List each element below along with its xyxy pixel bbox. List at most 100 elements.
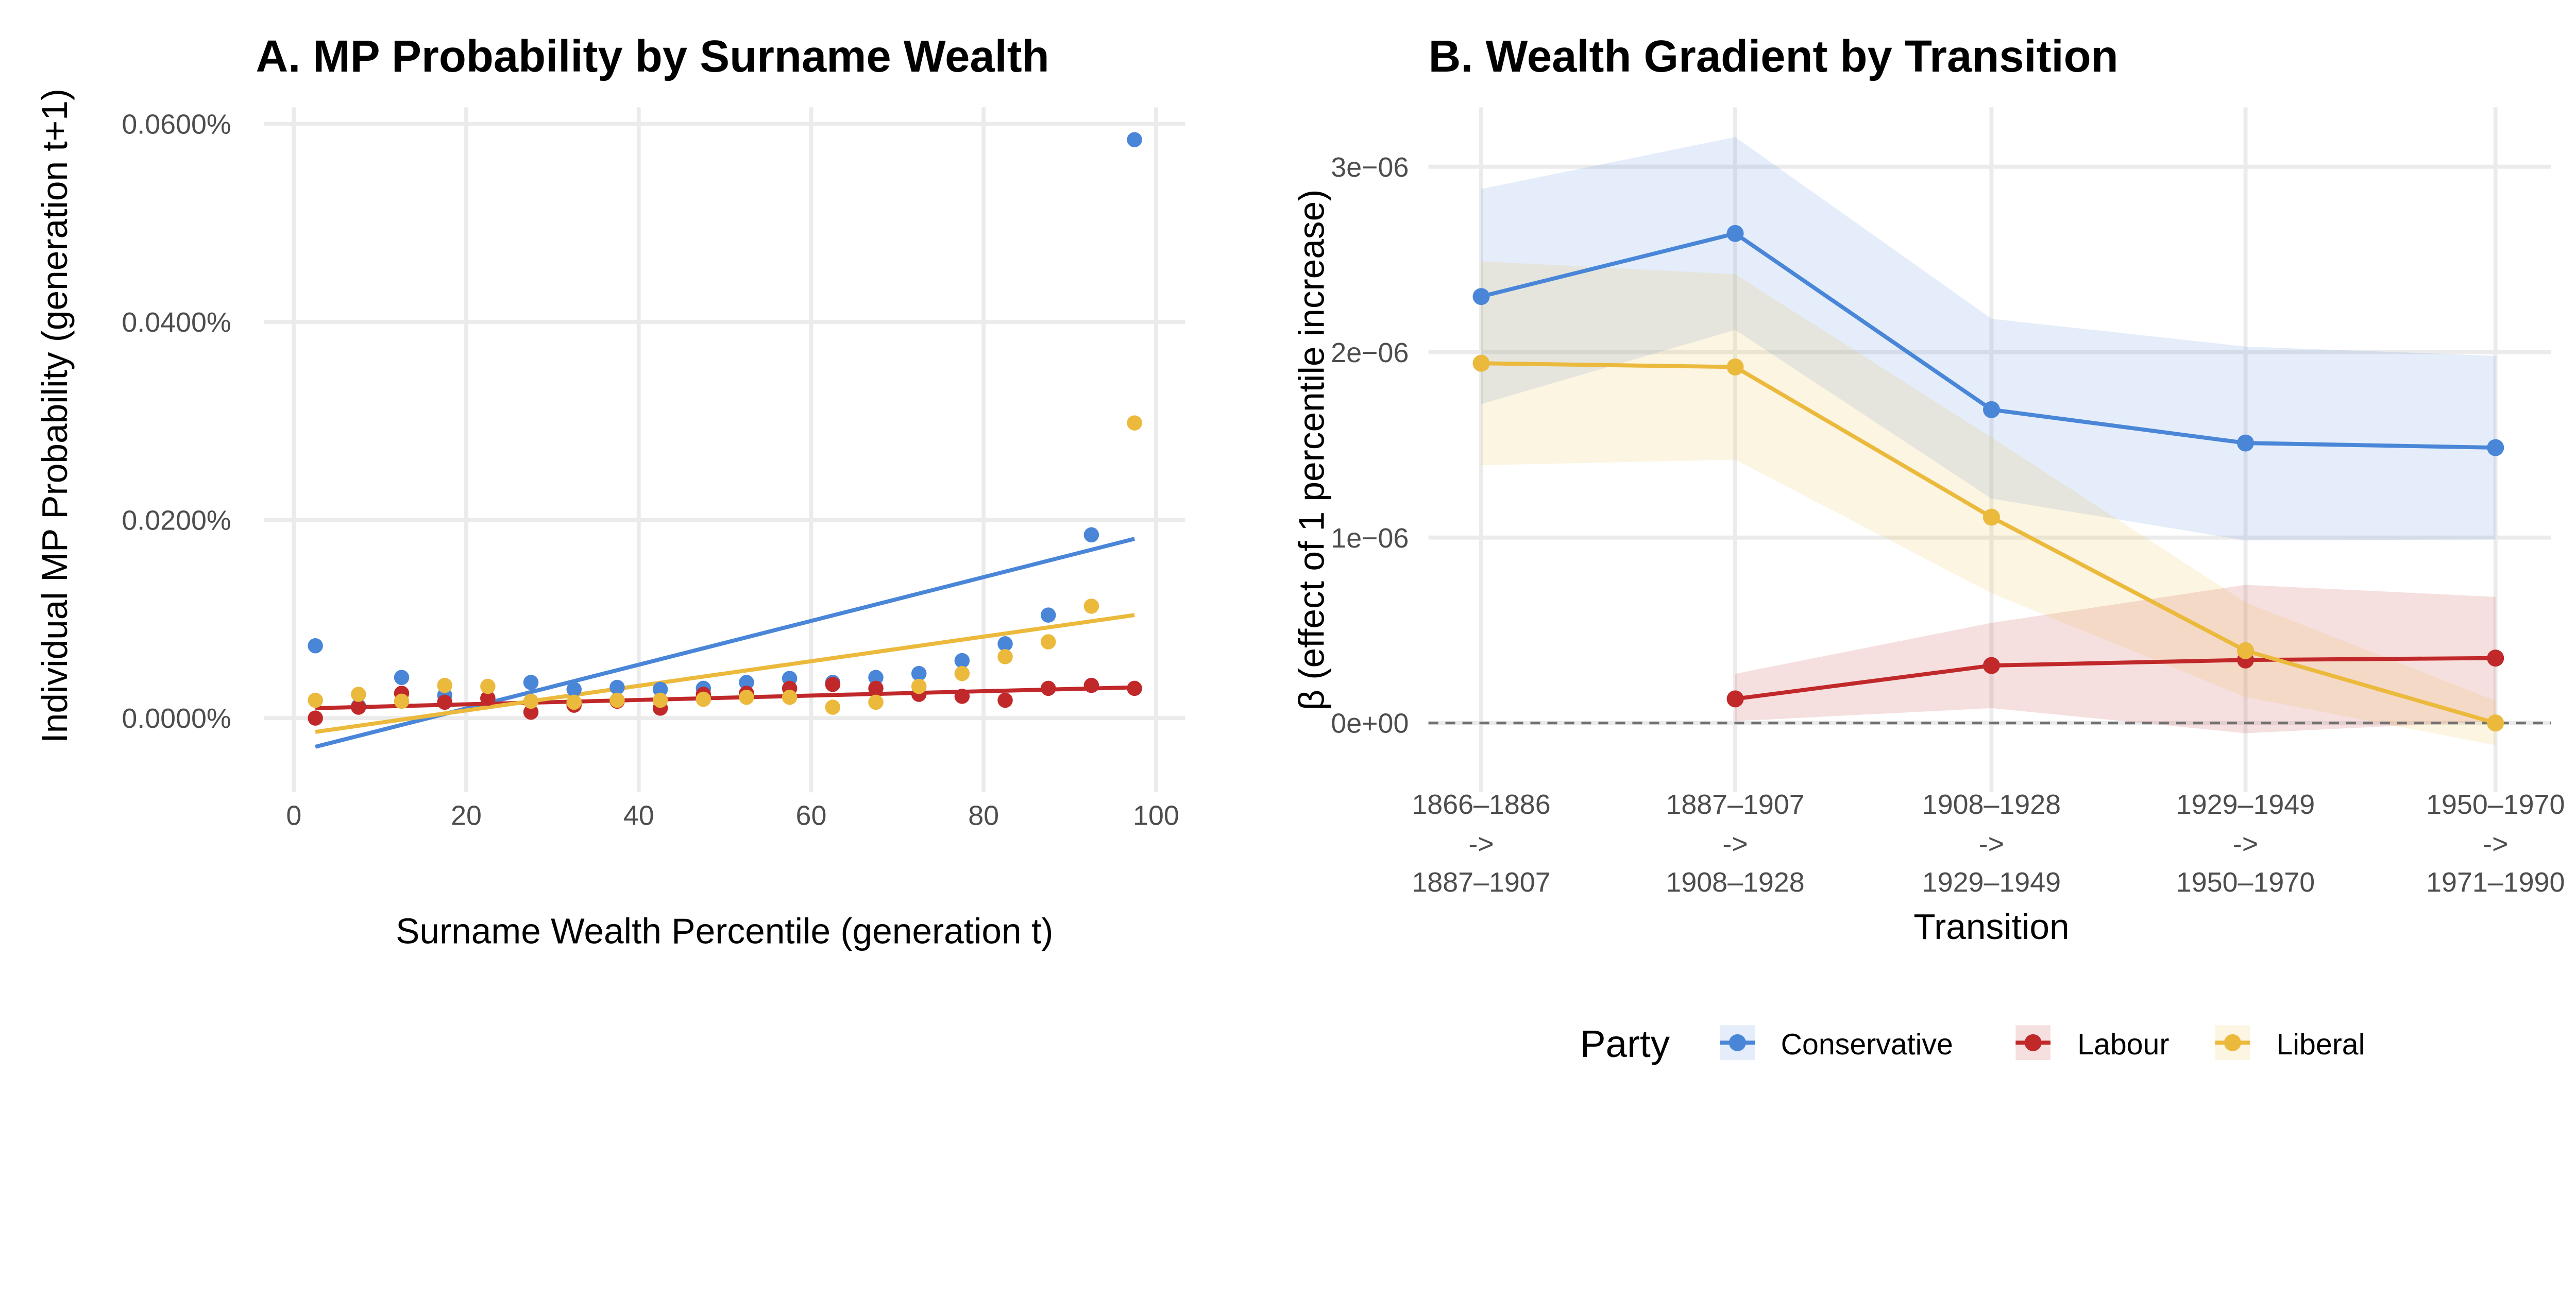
point-liberal [825,699,841,715]
point-liberal [351,687,366,702]
point-labour [480,690,496,706]
point-conservative [868,670,884,686]
x-tick-label-line: 1971–1990 [2426,867,2565,898]
point-conservative [566,681,582,697]
point-labour [437,694,452,710]
x-tick-label-line: 1908–1928 [1666,867,1804,898]
x-tick-label: 1929–1949 -> 1950–1970 [2176,789,2315,898]
panel-b-x-axis-title: Transition [1913,907,2069,947]
y-tick-label: 1e−06 [1331,523,1409,554]
y-tick-label: 0.0600% [122,109,231,140]
x-tick-label: 80 [968,800,999,831]
line-labour [1735,656,2496,701]
point-conservative [1472,288,1490,305]
point-liberal [782,689,798,705]
x-tick-label-line: 1929–1949 [1922,867,2061,898]
x-tick-label-line: 1908–1928 [1922,789,2061,820]
point-labour [1040,680,1056,696]
point-liberal [523,693,539,709]
point-conservative [954,653,970,669]
x-tick-label-line: 1950–1970 [2176,867,2315,898]
legend-key-point [2024,1034,2042,1051]
point-liberal [652,692,668,708]
point-labour [1982,657,2000,674]
point-liberal [1083,599,1099,614]
point-liberal [437,677,452,693]
legend-key-point [2224,1034,2241,1051]
legend-key-point [1728,1034,1746,1051]
y-tick-label: 2e−06 [1331,337,1409,368]
panel-b-title: B. Wealth Gradient by Transition [1429,31,2119,81]
point-labour [997,692,1013,708]
x-tick-label-line: 1887–1907 [1412,867,1550,898]
x-tick-label-line: -> [1979,828,2004,859]
point-liberal [2487,714,2504,732]
y-tick-label: 0.0000% [122,703,231,734]
figure: A. MP Probability by Surname Wealth Indi… [35,31,2565,1065]
ribbon-liberal [1481,261,2496,745]
point-labour [351,699,366,715]
point-labour [308,710,323,726]
point-labour [954,689,970,704]
x-tick-label-line: 1950–1970 [2426,789,2565,820]
point-liberal [1127,415,1142,431]
point-liberal [1726,358,1744,375]
y-tick-label: 0e+00 [1331,708,1409,739]
x-tick-label-line: -> [1722,828,1748,859]
point-liberal [868,694,884,710]
legend-title: Party [1580,1022,1670,1065]
x-tick-label: 1887–1907 -> 1908–1928 [1666,789,1804,898]
point-liberal [1472,354,1490,372]
point-liberal [394,693,410,709]
point-labour [868,680,884,696]
point-liberal [739,689,754,705]
point-labour [523,704,539,720]
point-conservative [1083,527,1099,543]
point-liberal [566,694,582,710]
legend-item-liberal: Liberal [2215,1025,2365,1061]
x-tick-label-line: 1887–1907 [1666,789,1804,820]
y-tick-label: 0.0200% [122,505,231,536]
point-liberal [2237,642,2254,659]
x-tick-label-line: 1929–1949 [2176,789,2315,820]
y-tick-label: 3e−06 [1331,152,1409,183]
panel-a-title: A. MP Probability by Surname Wealth [256,31,1049,81]
x-tick-label-line: -> [2233,828,2258,859]
x-tick-label: 20 [451,800,482,831]
panel-a-x-axis-title: Surname Wealth Percentile (generation t) [396,911,1053,951]
point-liberal [480,678,496,694]
point-liberal [954,665,970,681]
point-conservative [1127,132,1142,147]
point-conservative [2237,434,2254,452]
point-conservative [1040,607,1056,623]
point-conservative [997,636,1013,652]
point-labour [1726,690,1744,708]
point-conservative [2487,439,2504,456]
point-labour [2487,650,2504,667]
ribbon-labour [1735,585,2496,733]
legend-label: Labour [2077,1028,2169,1061]
point-liberal [696,691,711,707]
x-tick-label: 1866–1886 -> 1887–1907 [1412,789,1550,898]
legend: Party Conservative Labour Liberal [1580,1022,2365,1065]
x-tick-label: 60 [796,800,827,831]
panel-a: A. MP Probability by Surname Wealth Indi… [35,31,1185,951]
x-tick-label: 0 [286,800,301,831]
legend-item-conservative: Conservative [1720,1025,1953,1061]
point-labour [1083,677,1099,693]
x-tick-label: 1950–1970 -> 1971–1990 [2426,789,2565,898]
x-tick-label-line: 1866–1886 [1412,789,1550,820]
point-conservative [911,665,927,681]
point-conservative [394,670,410,686]
x-tick-label-line: -> [2483,828,2508,859]
point-liberal [997,649,1013,664]
x-tick-label-line: -> [1468,828,1494,859]
point-labour [825,676,841,692]
point-labour [1127,680,1142,696]
panel-b-y-axis-title: β (effect of 1 percentile increase) [1291,190,1331,710]
point-conservative [308,638,323,654]
x-tick-label: 40 [623,800,654,831]
fit-line-liberal [315,613,1135,734]
point-conservative [1982,401,2000,418]
point-liberal [1040,634,1056,650]
